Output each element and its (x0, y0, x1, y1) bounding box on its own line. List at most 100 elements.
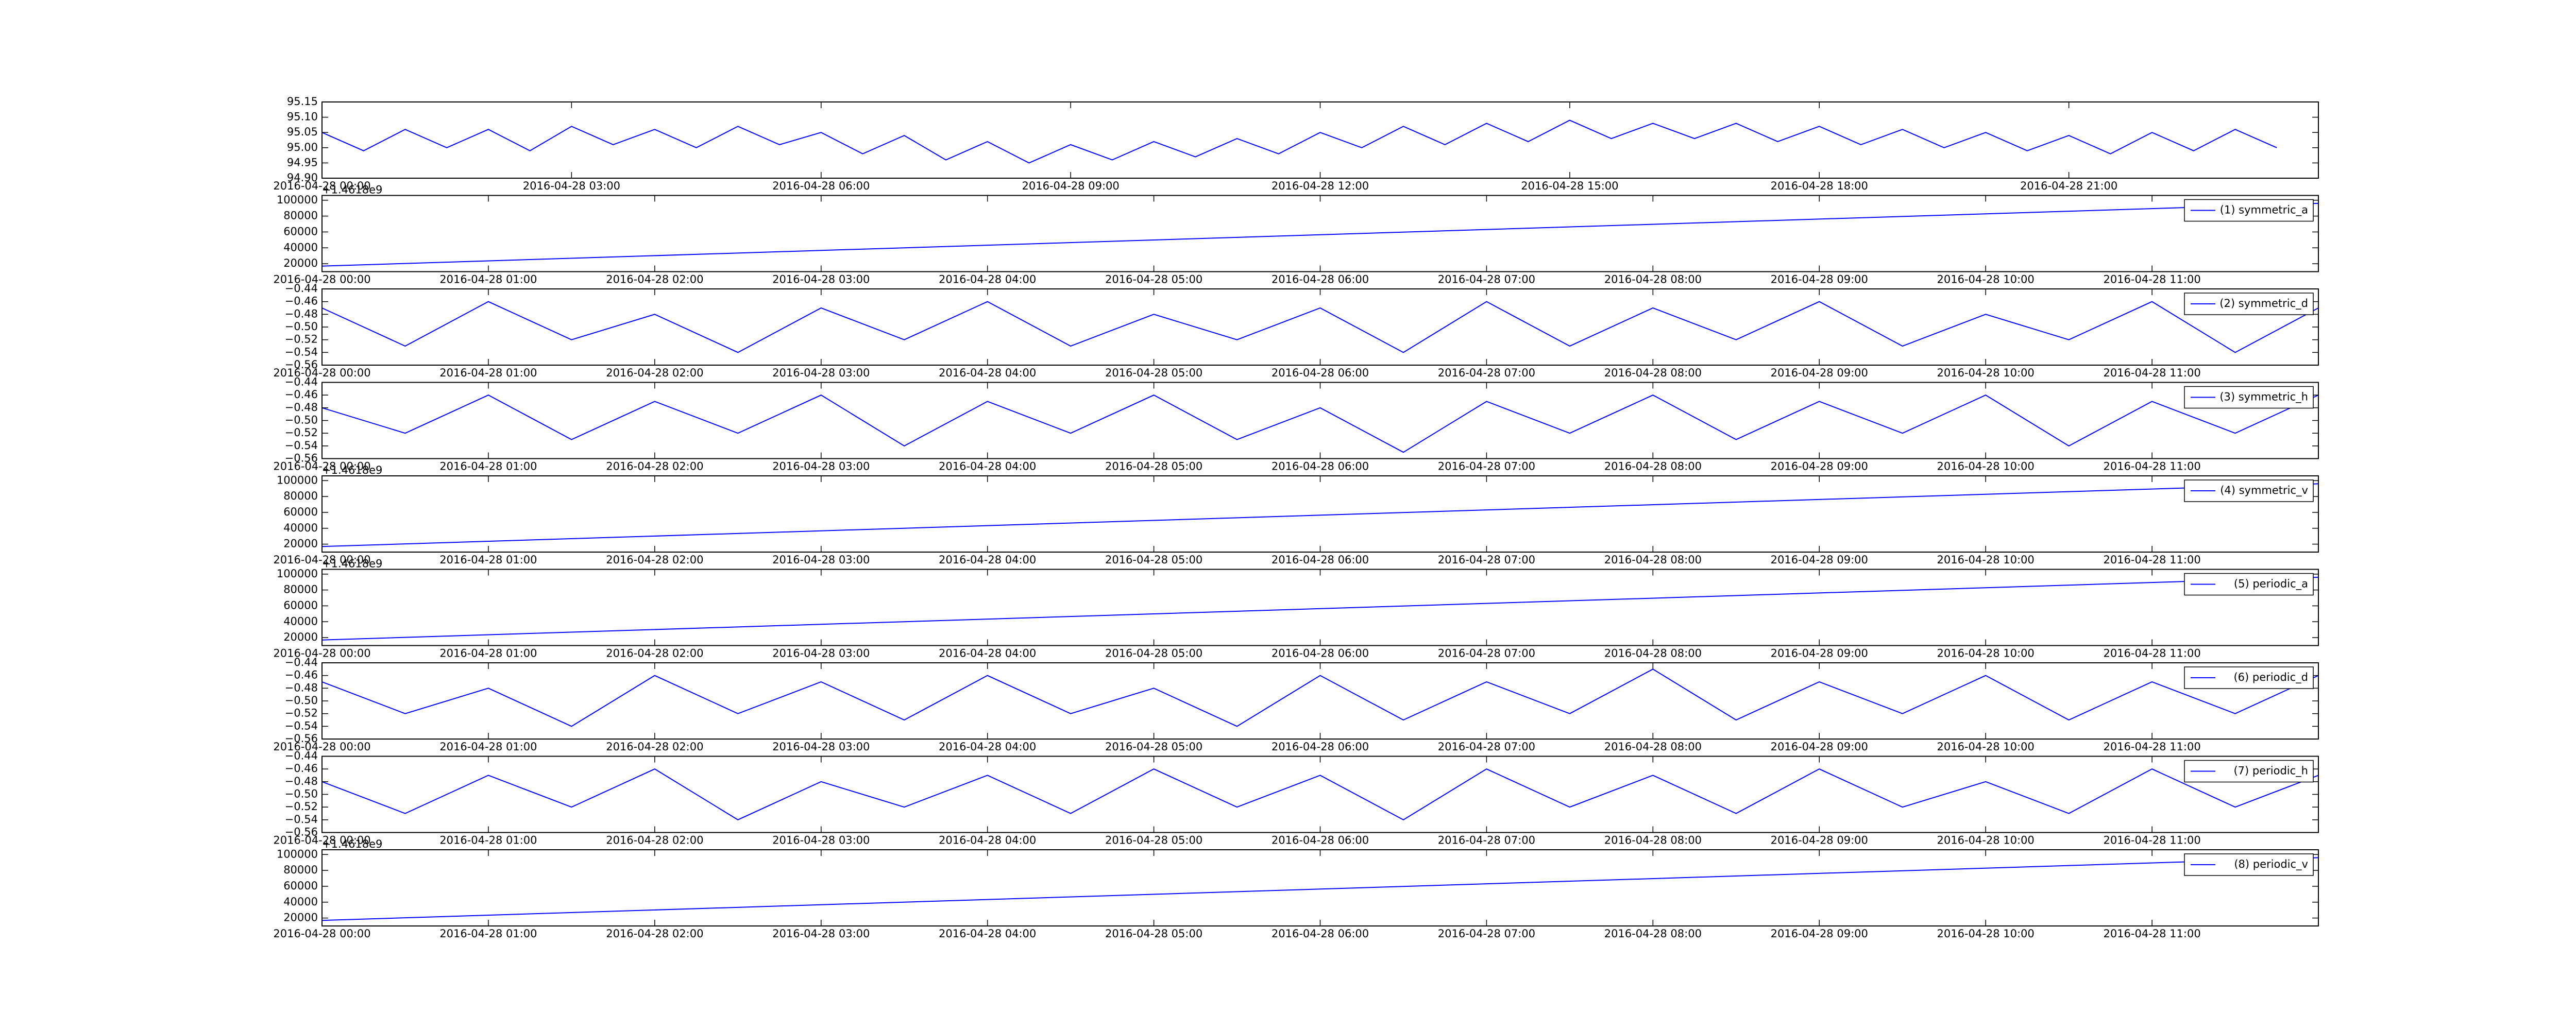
y-tick-label: 100000 (277, 474, 318, 486)
y-tick-label: −0.52 (285, 333, 318, 346)
x-tick-label: 2016-04-28 05:00 (1105, 273, 1202, 286)
axes-background (322, 663, 2318, 739)
y-tick-label: −0.54 (285, 719, 318, 732)
data-line (322, 394, 2318, 453)
x-tick-label: 2016-04-28 02:00 (606, 834, 703, 847)
subplot: 20000 40000 60000 80000 100000 2016-04-28 00:… (273, 558, 2319, 660)
x-tick-label: 2016-04-28 04:00 (939, 928, 1036, 940)
x-tick-label: 2016-04-28 11:00 (2103, 460, 2200, 473)
y-tick-label: −0.50 (285, 788, 318, 800)
x-tick-label: 2016-04-28 07:00 (1438, 273, 1535, 286)
y-tick-label: 94.95 (287, 156, 318, 168)
x-tick-label: 2016-04-28 09:00 (1771, 928, 1868, 940)
y-tick-label: 20000 (283, 538, 318, 550)
x-tick-label: 2016-04-28 05:00 (1105, 460, 1202, 473)
x-tick-label: 2016-04-28 15:00 (1521, 180, 1618, 192)
x-tick-label: 2016-04-28 08:00 (1604, 273, 1702, 286)
x-tick-label: 2016-04-28 08:00 (1604, 741, 1702, 753)
x-tick-label: 2016-04-28 05:00 (1105, 554, 1202, 566)
x-tick-label: 2016-04-28 07:00 (1438, 741, 1535, 753)
x-tick-label: 2016-04-28 06:00 (1272, 647, 1369, 660)
legend-label: (1) symmetric_a (2220, 204, 2308, 217)
x-tick-label: 2016-04-28 08:00 (1604, 367, 1702, 379)
x-tick-label: 2016-04-28 09:00 (1771, 273, 1868, 286)
y-tick-label: −0.52 (285, 707, 318, 719)
plot-area (322, 576, 2318, 641)
x-tick-label: 2016-04-28 01:00 (439, 647, 537, 660)
x-tick-label: 2016-04-28 05:00 (1105, 647, 1202, 660)
y-tick-label: 95.10 (287, 111, 318, 123)
y-tick-label: −0.52 (285, 800, 318, 813)
plot-area (322, 301, 2318, 353)
x-tick-label: 2016-04-28 02:00 (606, 460, 703, 473)
x-tick-label: 2016-04-28 02:00 (606, 741, 703, 753)
x-tick-label: 2016-04-28 06:00 (1272, 554, 1369, 566)
x-tick-label: 2016-04-28 00:00 (273, 928, 370, 940)
x-tick-label: 2016-04-28 04:00 (939, 554, 1036, 566)
data-line (322, 301, 2318, 353)
y-tick-label: −0.44 (285, 750, 318, 762)
x-tick-label: 2016-04-28 09:00 (1022, 180, 1120, 192)
x-tick-label: 2016-04-28 00:00 (273, 273, 370, 286)
x-tick-label: 2016-04-28 02:00 (606, 273, 703, 286)
x-tick-label: 2016-04-28 12:00 (1272, 180, 1369, 192)
x-tick-label: 2016-04-28 03:00 (772, 554, 870, 566)
y-tick-label: 80000 (283, 210, 318, 222)
x-tick-label: 2016-04-28 01:00 (439, 367, 537, 379)
x-tick-label: 2016-04-28 05:00 (1105, 834, 1202, 847)
x-tick-label: 2016-04-28 05:00 (1105, 928, 1202, 940)
y-tick-label: −0.50 (285, 320, 318, 333)
plot-area (322, 483, 2318, 547)
y-tick-label: −0.44 (285, 656, 318, 668)
legend-label: (7) periodic_h (2233, 765, 2308, 778)
legend-label: (4) symmetric_v (2220, 484, 2308, 497)
x-tick-label: 2016-04-28 07:00 (1438, 460, 1535, 473)
x-tick-label: 2016-04-28 02:00 (606, 928, 703, 940)
plot-area (322, 119, 2277, 164)
x-tick-label: 2016-04-28 07:00 (1438, 928, 1535, 940)
x-tick-label: 2016-04-28 01:00 (439, 928, 537, 940)
axis-offset-text: +1.4618e9 (322, 464, 382, 476)
x-tick-label: 2016-04-28 00:00 (273, 647, 370, 660)
y-tick-label: −0.54 (285, 346, 318, 358)
subplot: −0.56−0.54−0.52−0.50−0.48−0.46−0.44 2016-… (273, 376, 2319, 473)
x-tick-label: 2016-04-28 07:00 (1438, 554, 1535, 566)
y-tick-label: 20000 (283, 631, 318, 643)
x-tick-label: 2016-04-28 03:00 (772, 647, 870, 660)
y-tick-label: 40000 (283, 896, 318, 908)
axes-background (322, 476, 2318, 552)
x-tick-label: 2016-04-28 11:00 (2103, 554, 2200, 566)
x-tick-label: 2016-04-28 00:00 (273, 741, 370, 753)
y-tick-label: −0.50 (285, 694, 318, 707)
y-tick-label: −0.46 (285, 762, 318, 775)
legend-label: (2) symmetric_d (2219, 297, 2308, 310)
x-tick-label: 2016-04-28 04:00 (939, 834, 1036, 847)
y-tick-label: 60000 (283, 599, 318, 611)
y-tick-label: 100000 (277, 568, 318, 580)
x-tick-label: 2016-04-28 00:00 (273, 554, 370, 566)
legend-label: (5) periodic_a (2234, 578, 2308, 591)
data-line (322, 202, 2318, 267)
subplot: 20000 40000 60000 80000 100000 2016-04-28 00:… (273, 838, 2319, 940)
x-tick-label: 2016-04-28 09:00 (1771, 834, 1868, 847)
x-tick-label: 2016-04-28 01:00 (439, 834, 537, 847)
x-tick-label: 2016-04-28 11:00 (2103, 273, 2200, 286)
x-tick-label: 2016-04-28 07:00 (1438, 367, 1535, 379)
x-tick-label: 2016-04-28 00:00 (273, 460, 370, 473)
x-tick-label: 2016-04-28 05:00 (1105, 741, 1202, 753)
plot-area (322, 768, 2318, 820)
y-tick-label: 80000 (283, 583, 318, 596)
data-line (322, 119, 2277, 164)
x-tick-label: 2016-04-28 10:00 (1937, 741, 2035, 753)
x-tick-label: 2016-04-28 08:00 (1604, 928, 1702, 940)
x-tick-label: 2016-04-28 01:00 (439, 554, 537, 566)
legend-label: (8) periodic_v (2234, 858, 2308, 871)
x-tick-label: 2016-04-28 03:00 (772, 928, 870, 940)
axes-background (322, 102, 2318, 178)
y-tick-label: 20000 (283, 912, 318, 924)
y-tick-label: 95.05 (287, 126, 318, 138)
subplot: −0.56−0.54−0.52−0.50−0.48−0.46−0.44 2016-… (273, 282, 2319, 379)
legend-box (2184, 573, 2314, 596)
x-tick-label: 2016-04-28 11:00 (2103, 928, 2200, 940)
